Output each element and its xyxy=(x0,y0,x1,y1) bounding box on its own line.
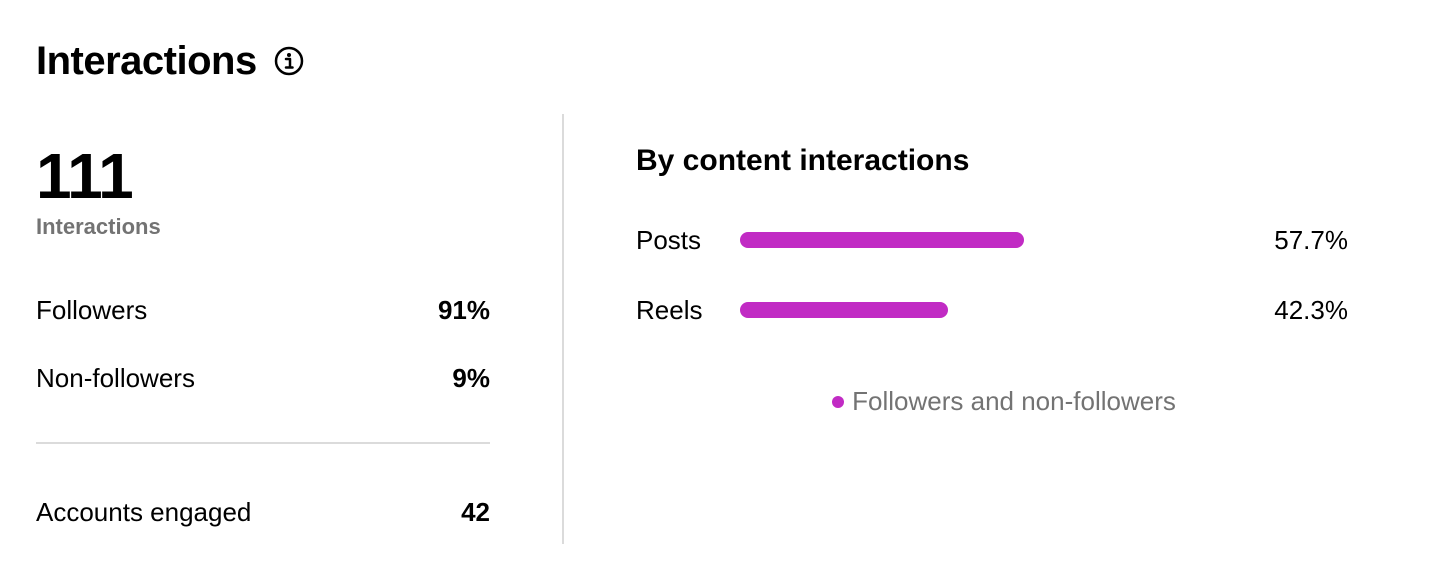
followers-label: Followers xyxy=(36,294,148,325)
data-label-posts: 57.7% xyxy=(1274,224,1348,255)
bar-row-reels: Reels 42.3% xyxy=(636,292,1348,328)
interactions-summary: 111 Interactions Followers 91% Non-follo… xyxy=(36,140,490,530)
category-label-posts: Posts xyxy=(636,224,702,255)
chart-title: By content interactions xyxy=(636,144,970,177)
data-label-reels: 42.3% xyxy=(1274,294,1348,325)
category-label-reels: Reels xyxy=(636,294,703,325)
page-title: Interactions xyxy=(36,38,257,83)
info-icon[interactable] xyxy=(273,45,305,77)
content-interactions-chart: By content interactions Posts 57.7% Reel… xyxy=(636,140,1348,417)
accounts-engaged-value: 42 xyxy=(461,496,490,527)
total-interactions-value: 111 xyxy=(36,140,134,212)
bar-row-posts: Posts 57.7% xyxy=(636,222,1348,258)
accounts-engaged-label: Accounts engaged xyxy=(36,496,252,527)
followers-row: Followers 91% xyxy=(36,292,490,328)
legend-dot xyxy=(832,395,845,408)
non-followers-label: Non-followers xyxy=(36,362,195,393)
non-followers-row: Non-followers 9% xyxy=(36,360,490,396)
legend-label: Followers and non-followers xyxy=(852,386,1176,416)
card-header: Interactions xyxy=(36,36,305,86)
followers-value: 91% xyxy=(437,294,490,325)
non-followers-value: 9% xyxy=(452,362,490,393)
total-interactions-label: Interactions xyxy=(36,214,161,239)
chart-legend: Followers and non-followers xyxy=(636,386,1348,417)
bar-track-reels xyxy=(740,302,1230,318)
section-divider xyxy=(36,442,490,444)
bar-posts xyxy=(740,232,1024,248)
bar-track-posts xyxy=(740,232,1230,248)
vertical-divider xyxy=(562,114,564,544)
bar-reels xyxy=(740,302,948,318)
accounts-engaged-row: Accounts engaged 42 xyxy=(36,494,490,530)
